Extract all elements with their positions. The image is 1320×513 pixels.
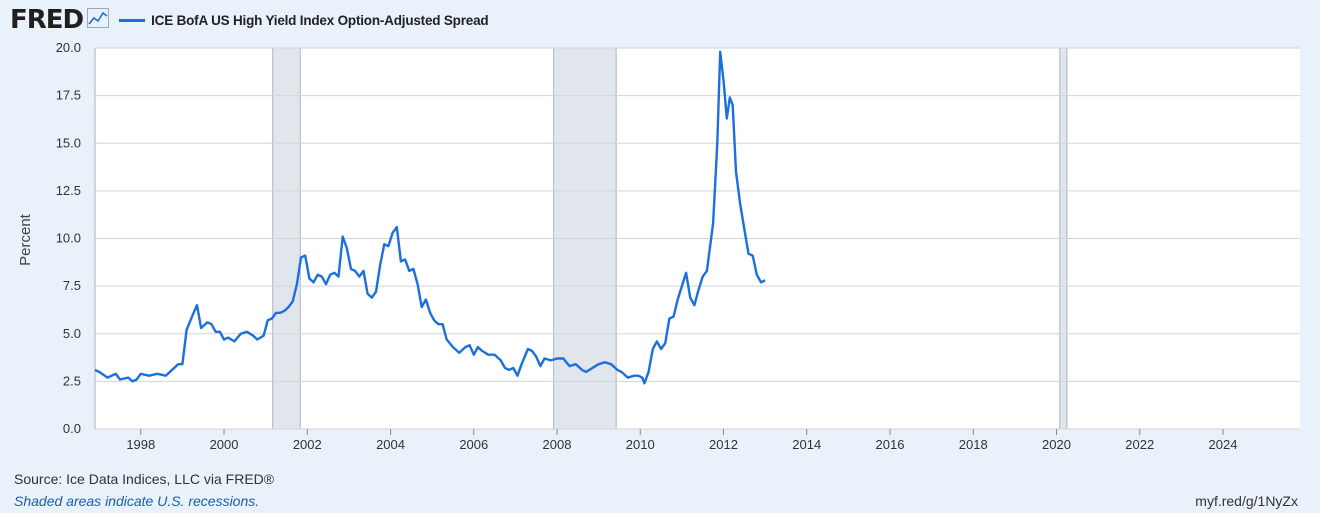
y-tick-label: 20.0 — [56, 40, 81, 55]
x-tick-label: 2012 — [709, 437, 738, 452]
x-tick-label: 1998 — [126, 437, 155, 452]
x-tick-label: 2002 — [293, 437, 322, 452]
x-tick-label: 2004 — [376, 437, 405, 452]
x-tick-label: 2016 — [876, 437, 905, 452]
x-tick-label: 2024 — [1209, 437, 1238, 452]
y-axis: 0.0 2.5 5.0 7.5 10.0 12.5 15.0 17.5 20.0 — [56, 40, 81, 436]
legend-swatch — [119, 18, 146, 22]
x-tick-label: 2008 — [543, 437, 572, 452]
y-tick-label: 15.0 — [56, 135, 81, 150]
chart-header: FRED ICE BofA US High Yield Index Option… — [10, 4, 489, 36]
y-tick-label: 2.5 — [63, 373, 81, 388]
y-tick-label: 0.0 — [63, 421, 81, 436]
y-tick-label: 10.0 — [56, 231, 81, 246]
x-tick-label: 2000 — [210, 437, 239, 452]
line-chart-icon — [87, 7, 110, 33]
source-note: Source: Ice Data Indices, LLC via FRED® — [14, 471, 275, 487]
x-tick-label: 2018 — [959, 437, 988, 452]
fred-logo[interactable]: FRED — [10, 5, 84, 35]
y-tick-label: 5.0 — [63, 326, 81, 341]
x-tick-label: 2022 — [1125, 437, 1154, 452]
series-line[interactable] — [94, 50, 766, 385]
x-tick-label: 2006 — [459, 437, 488, 452]
x-tick-label: 2010 — [626, 437, 655, 452]
recession-note: Shaded areas indicate U.S. recessions. — [14, 493, 260, 509]
x-tick-label: 2014 — [792, 437, 821, 452]
legend-label[interactable]: ICE BofA US High Yield Index Option-Adju… — [151, 12, 489, 28]
legend: ICE BofA US High Yield Index Option-Adju… — [119, 12, 489, 28]
y-tick-label: 17.5 — [56, 88, 81, 103]
grid-lines — [94, 47, 1300, 430]
short-link[interactable]: myf.red/g/1NyZx — [1195, 493, 1298, 509]
y-tick-label: 12.5 — [56, 183, 81, 198]
y-tick-label: 7.5 — [63, 278, 81, 293]
y-axis-label: Percent — [17, 213, 34, 266]
series-layer — [94, 50, 766, 385]
x-axis: 1998 2000 2002 2004 2006 2008 2010 2012 2014 2016… — [126, 429, 1237, 452]
x-tick-label: 2020 — [1042, 437, 1071, 452]
